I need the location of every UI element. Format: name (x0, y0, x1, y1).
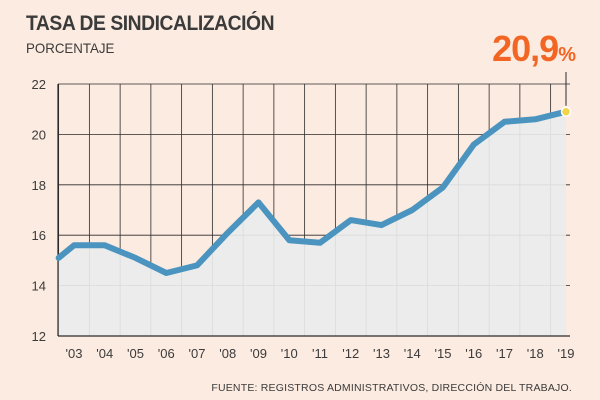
x-tick-label: '19 (558, 346, 575, 361)
x-tick-label: '13 (373, 346, 390, 361)
y-tick-label: 20 (32, 127, 46, 142)
highlight-number: 20,9 (492, 28, 559, 69)
source-note: FUENTE: REGISTROS ADMINISTRATIVOS, DIREC… (211, 382, 572, 394)
highlight-value: 20,9% (492, 28, 576, 70)
x-tick-label: '03 (66, 346, 83, 361)
x-tick-label: '05 (127, 346, 144, 361)
highlight-marker (560, 106, 572, 117)
x-tick-label: '17 (496, 346, 513, 361)
x-tick-label: '12 (342, 346, 359, 361)
chart-subtitle: PORCENTAJE (26, 40, 115, 56)
y-tick-label: 22 (32, 77, 46, 92)
chart-title: TASA DE SINDICALIZACIÓN (26, 12, 275, 35)
x-tick-label: '07 (189, 346, 206, 361)
y-tick-label: 14 (32, 279, 46, 294)
y-tick-labels: 12 14 16 18 20 22 (32, 77, 46, 344)
x-tick-label: '16 (465, 346, 482, 361)
x-tick-label: '10 (281, 346, 298, 361)
x-tick-label: '11 (312, 346, 328, 361)
highlight-unit: % (558, 44, 576, 66)
x-tick-label: '06 (158, 346, 175, 361)
x-tick-label: '15 (435, 346, 452, 361)
y-tick-label: 16 (32, 228, 46, 243)
x-tick-label: '04 (96, 346, 113, 361)
y-tick-label: 18 (32, 178, 46, 193)
x-tick-label: '09 (250, 346, 267, 361)
x-tick-label: '08 (219, 346, 236, 361)
x-tick-labels: '03 '04 '05 '06 '07 '08 '09 '10 '11 '12 '13 '14 '15 '… (66, 346, 575, 361)
x-tick-label: '18 (527, 346, 544, 361)
area-fill (58, 111, 566, 336)
y-tick-label: 12 (32, 329, 46, 344)
x-tick-label: '14 (404, 346, 421, 361)
series-line (55, 108, 569, 276)
